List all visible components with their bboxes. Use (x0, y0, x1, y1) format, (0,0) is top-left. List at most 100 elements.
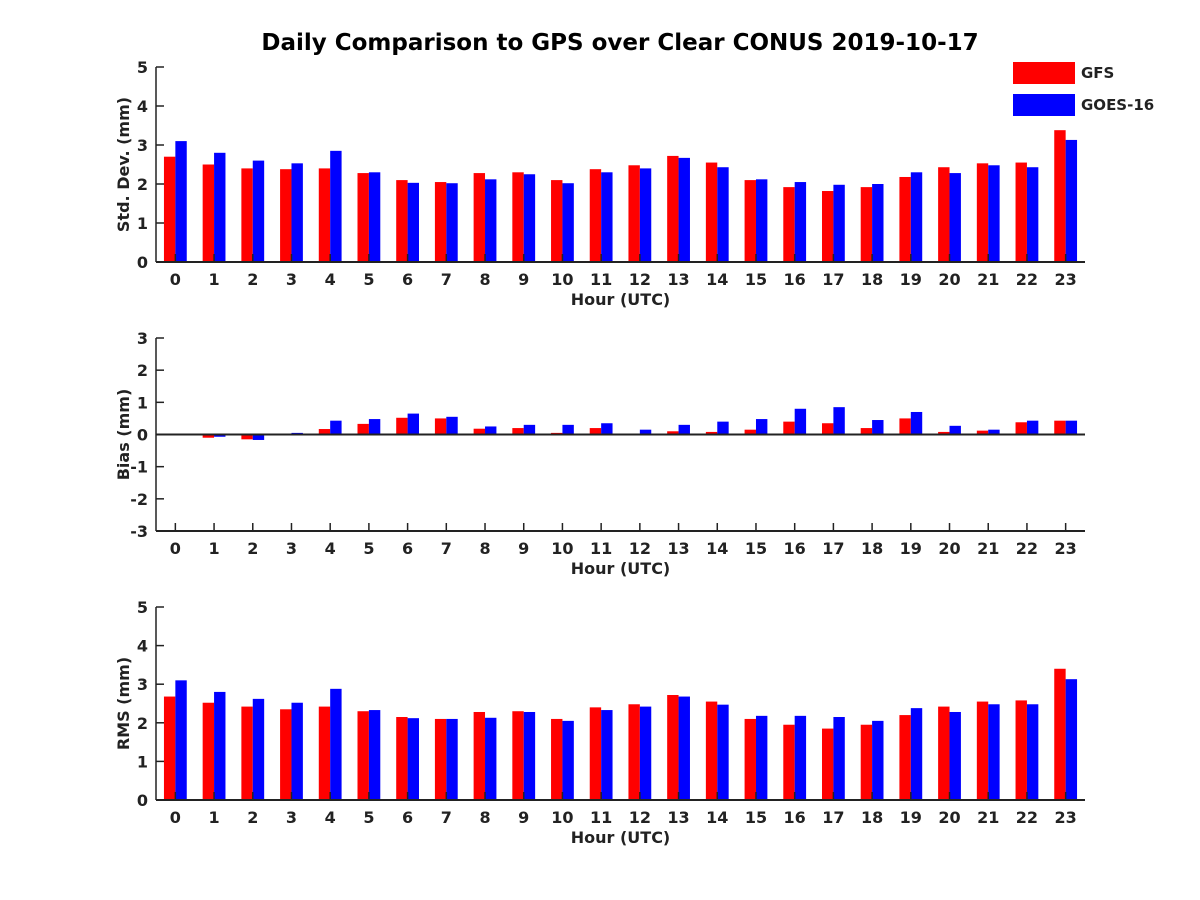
bar (860, 724, 873, 800)
bar (1026, 420, 1039, 435)
bar (396, 717, 408, 800)
x-tick-label: 16 (784, 808, 806, 827)
bar (794, 715, 807, 800)
bar (639, 706, 652, 800)
x-tick-label: 10 (551, 270, 573, 289)
x-tick-label: 18 (861, 270, 883, 289)
bar (241, 168, 253, 262)
x-tick-label: 20 (938, 539, 960, 558)
bar (446, 183, 458, 262)
bar (872, 720, 884, 800)
x-tick-label: 13 (667, 270, 689, 289)
y-tick-label: -3 (130, 522, 148, 541)
y-tick-label: 2 (137, 361, 148, 380)
x-tick-label: 6 (402, 808, 413, 827)
bar (214, 691, 226, 800)
bar (949, 711, 961, 800)
bar (330, 688, 342, 800)
y-axis-label: Std. Dev. (mm) (114, 97, 133, 232)
x-tick-label: 12 (629, 270, 651, 289)
x-tick-label: 19 (900, 808, 922, 827)
x-tick-label: 1 (208, 808, 219, 827)
bar (330, 150, 342, 262)
bar (988, 429, 1000, 435)
x-tick-label: 5 (363, 539, 374, 558)
bar (860, 428, 873, 435)
bar (523, 711, 536, 800)
bar (678, 696, 690, 800)
x-tick-label: 16 (784, 539, 806, 558)
legend-swatch (1013, 94, 1075, 116)
x-tick-label: 22 (1016, 808, 1038, 827)
x-tick-label: 19 (900, 270, 922, 289)
y-tick-label: 3 (137, 329, 148, 348)
x-tick-label: 16 (784, 270, 806, 289)
bar (485, 717, 497, 800)
y-tick-label: 4 (137, 97, 148, 116)
x-tick-label: 14 (706, 539, 728, 558)
bar (783, 421, 795, 435)
x-tick-label: 14 (706, 808, 728, 827)
x-tick-label: 8 (479, 808, 490, 827)
bar (175, 680, 187, 800)
x-tick-label: 14 (706, 270, 728, 289)
bar (357, 173, 369, 262)
bar (976, 701, 989, 800)
bar (1065, 679, 1078, 800)
x-tick-label: 23 (1055, 270, 1077, 289)
bar (949, 173, 961, 262)
bar (551, 180, 563, 262)
bar (938, 706, 950, 800)
bar (407, 182, 420, 262)
bar (744, 429, 756, 435)
bar (202, 164, 215, 262)
x-tick-label: 18 (861, 808, 883, 827)
bar (434, 182, 447, 262)
bar (1054, 668, 1066, 800)
x-tick-label: 2 (247, 270, 258, 289)
bar (318, 706, 331, 800)
y-tick-label: -1 (130, 458, 148, 477)
bar (667, 431, 679, 435)
bar (202, 702, 215, 800)
x-tick-label: 19 (900, 539, 922, 558)
bar (214, 152, 226, 262)
x-tick-label: 7 (441, 808, 452, 827)
bar (744, 718, 756, 800)
bar (1054, 420, 1066, 435)
bar (949, 425, 961, 435)
chart-title: Daily Comparison to GPS over Clear CONUS… (261, 30, 979, 56)
bar (175, 141, 187, 262)
x-tick-label: 18 (861, 539, 883, 558)
x-tick-label: 23 (1055, 808, 1077, 827)
x-tick-label: 9 (518, 270, 529, 289)
bar (368, 419, 381, 435)
bar (562, 720, 574, 800)
y-tick-label: 1 (137, 393, 148, 412)
x-axis-label: Hour (UTC) (571, 559, 671, 578)
y-tick-label: 2 (137, 175, 148, 194)
x-tick-label: 0 (170, 808, 181, 827)
bar (280, 709, 292, 800)
bar (252, 698, 265, 800)
legend-label: GOES-16 (1081, 96, 1154, 114)
x-tick-label: 21 (977, 539, 999, 558)
bar (899, 176, 911, 262)
x-tick-label: 9 (518, 808, 529, 827)
bar (1015, 700, 1027, 800)
bar (396, 417, 408, 435)
bar (910, 411, 923, 435)
x-tick-label: 1 (208, 539, 219, 558)
legend-swatch (1013, 62, 1075, 84)
x-tick-label: 6 (402, 270, 413, 289)
bar (291, 702, 303, 800)
x-tick-label: 20 (938, 270, 960, 289)
bar (1026, 167, 1039, 262)
bar (252, 160, 265, 262)
bar (407, 718, 420, 800)
x-tick-label: 4 (325, 270, 336, 289)
x-tick-label: 2 (247, 539, 258, 558)
bar (396, 180, 408, 262)
x-tick-label: 0 (170, 270, 181, 289)
bar (318, 168, 331, 262)
